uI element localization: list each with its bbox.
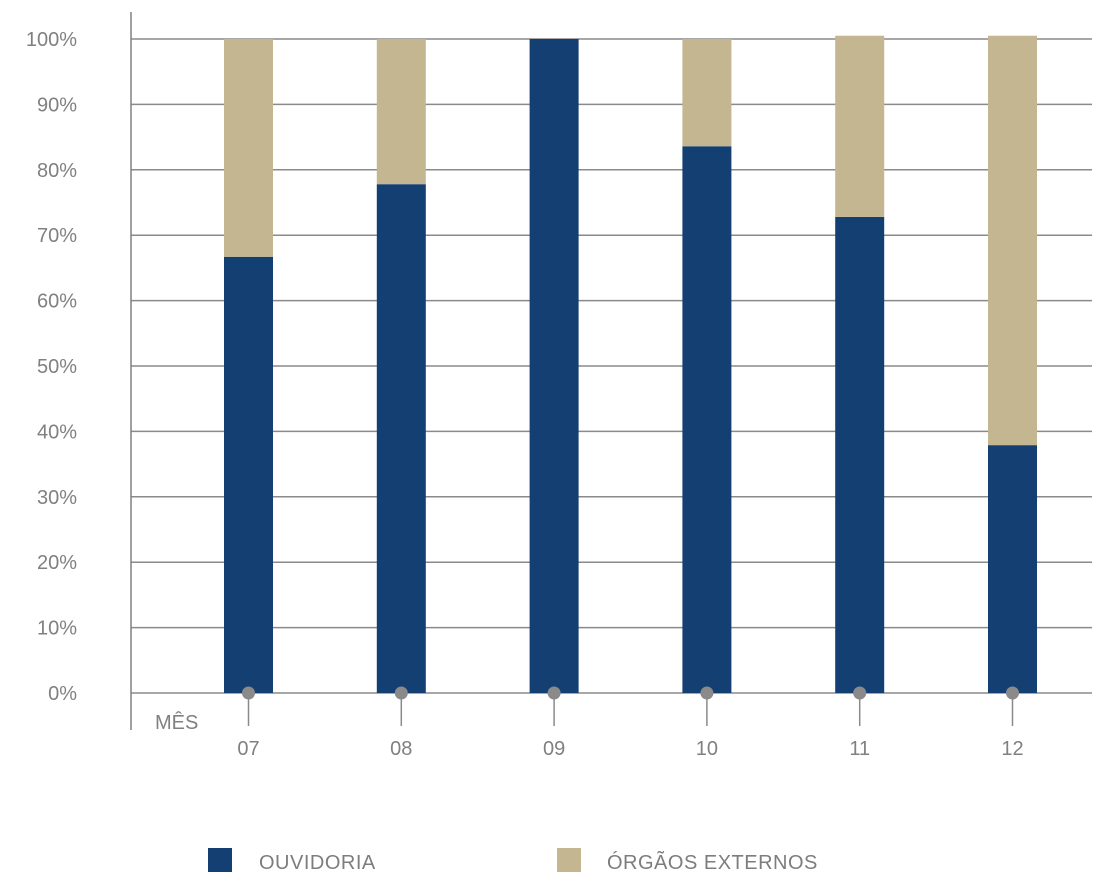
- legend-swatch-ouvidoria: [208, 848, 232, 872]
- x-tick-label: 09: [543, 738, 565, 760]
- y-tick-label: 20%: [37, 552, 77, 574]
- bar-ouvidoria-11: [835, 216, 885, 693]
- legend-label-orgaos-externos: ÓRGÃOS EXTERNOS: [607, 850, 818, 872]
- x-axis-label: MÊS: [155, 711, 198, 734]
- bar-ouvidoria-12: [988, 445, 1037, 693]
- x-tick-dot: [242, 686, 255, 700]
- legend: OUVIDORIA ÓRGÃOS EXTERNOS: [208, 848, 818, 872]
- y-tick-label: 100%: [26, 29, 77, 51]
- x-ticks: 07 08 09 10 11 12: [237, 686, 1024, 760]
- bar-orgaos-externos-10: [682, 39, 732, 147]
- bar-ouvidoria-09: [529, 39, 579, 693]
- y-tick-label: 10%: [37, 618, 77, 640]
- bar-orgaos-externos-08: [376, 39, 426, 185]
- bar-ouvidoria-07: [224, 256, 273, 693]
- y-tick-label: 0%: [48, 683, 77, 705]
- bar-ouvidoria-08: [376, 184, 426, 694]
- x-tick-label: 11: [849, 738, 870, 760]
- y-tick-label: 30%: [37, 487, 77, 509]
- y-tick-label: 40%: [37, 421, 77, 443]
- x-tick-dot: [547, 686, 561, 700]
- y-tick-label: 70%: [37, 225, 77, 247]
- y-tick-labels: 0% 10% 20% 30% 40% 50% 60% 70% 80% 90% 100%: [26, 29, 77, 705]
- bar-orgaos-externos-12: [988, 35, 1037, 446]
- bars: [224, 35, 1037, 694]
- y-tick-label: 80%: [37, 160, 77, 182]
- grid-lines: [131, 38, 1092, 694]
- x-tick-label: 12: [1001, 738, 1023, 760]
- x-tick-dot: [853, 686, 867, 700]
- legend-swatch-orgaos-externos: [557, 848, 581, 872]
- x-tick-label: 07: [237, 738, 259, 760]
- y-tick-label: 50%: [37, 356, 77, 378]
- bar-ouvidoria-10: [682, 146, 732, 694]
- x-tick-dot: [394, 686, 408, 700]
- x-tick-label: 10: [696, 738, 718, 760]
- y-tick-label: 60%: [37, 291, 77, 313]
- x-tick-dot: [700, 686, 714, 700]
- y-tick-label: 90%: [37, 94, 77, 116]
- x-tick-label: 08: [390, 738, 412, 760]
- bar-orgaos-externos-07: [224, 39, 273, 257]
- legend-label-ouvidoria: OUVIDORIA: [259, 852, 376, 872]
- x-tick-dot: [1006, 686, 1019, 700]
- bar-orgaos-externos-11: [835, 35, 885, 217]
